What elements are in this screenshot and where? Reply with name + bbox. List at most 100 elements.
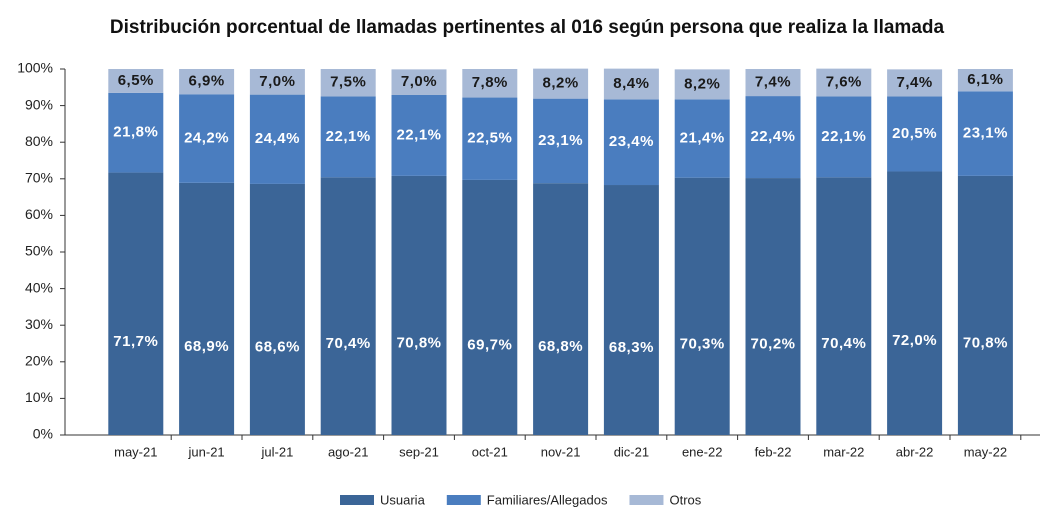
legend-label: Usuaria (380, 492, 426, 507)
value-label: 22,1% (396, 126, 441, 143)
bar-segment (108, 92, 164, 173)
value-label: 7,4% (755, 74, 791, 91)
value-label: 22,1% (326, 128, 371, 145)
value-label: 22,5% (467, 130, 512, 147)
x-tick-label: ene-22 (682, 444, 722, 459)
value-label: 68,6% (255, 338, 300, 355)
bar-segment (816, 68, 872, 97)
value-label: 6,5% (118, 72, 154, 89)
y-tick-label: 90% (25, 96, 53, 112)
value-label: 70,4% (821, 335, 866, 352)
y-tick-label: 60% (25, 206, 53, 222)
value-label: 68,3% (609, 339, 654, 356)
x-tick-label: nov-21 (541, 444, 581, 459)
bar-segment (108, 172, 164, 435)
x-tick-label: sep-21 (399, 444, 439, 459)
bar-segment (887, 96, 943, 172)
bar-segment (603, 68, 659, 100)
bar-segment (816, 177, 872, 435)
bar-segment (462, 69, 518, 98)
y-tick-label: 30% (25, 316, 53, 332)
value-label: 72,0% (892, 332, 937, 349)
bar-segment (391, 175, 447, 435)
value-label: 21,4% (680, 130, 725, 147)
bar-segment (887, 171, 943, 436)
value-label: 23,1% (963, 125, 1008, 142)
bar-segment (533, 183, 589, 435)
bar-segment (391, 69, 447, 95)
x-tick-label: ago-21 (328, 444, 368, 459)
value-label: 68,8% (538, 338, 583, 355)
bar-segment (249, 69, 305, 95)
x-tick-label: mar-22 (823, 444, 864, 459)
value-label: 8,4% (613, 75, 649, 92)
x-tick-label: oct-21 (472, 444, 508, 459)
value-label: 23,1% (538, 132, 583, 149)
bar-segment (887, 69, 943, 97)
x-tick-label: may-22 (964, 444, 1007, 459)
value-label: 8,2% (542, 75, 578, 92)
value-label: 22,1% (821, 128, 866, 145)
value-label: 20,5% (892, 125, 937, 142)
bar-segment (108, 69, 164, 93)
value-label: 70,8% (963, 334, 1008, 351)
chart-title: Distribución porcentual de llamadas pert… (110, 17, 945, 38)
bar-segment (462, 179, 518, 435)
x-tick-label: jun-21 (188, 444, 225, 459)
value-label: 24,4% (255, 130, 300, 147)
value-label: 24,2% (184, 130, 229, 147)
bar-segment (674, 177, 730, 435)
bar-segment (533, 68, 589, 99)
bar-segment (249, 183, 305, 435)
y-tick-label: 50% (25, 243, 53, 259)
bar-segment (674, 69, 730, 100)
bar-segment (179, 69, 235, 95)
bar-segment (745, 96, 801, 179)
bar-segment (320, 96, 376, 178)
value-label: 69,7% (467, 336, 512, 353)
legend-label: Familiares/Allegados (487, 492, 608, 507)
value-label: 23,4% (609, 133, 654, 150)
value-label: 7,0% (401, 73, 437, 90)
value-label: 68,9% (184, 338, 229, 355)
bar-segment (533, 98, 589, 184)
bar-segment (179, 182, 235, 435)
value-label: 22,4% (750, 128, 795, 145)
x-tick-label: feb-22 (755, 444, 792, 459)
bar-segment (320, 69, 376, 97)
value-label: 7,4% (896, 74, 932, 91)
bar-segment (957, 91, 1013, 176)
value-label: 70,3% (680, 335, 725, 352)
legend-swatch (340, 495, 374, 505)
legend-swatch (629, 495, 664, 505)
value-label: 70,4% (326, 335, 371, 352)
value-label: 6,9% (188, 73, 224, 90)
bar-segment (179, 94, 235, 183)
bar-segment (249, 94, 305, 184)
value-label: 70,2% (750, 336, 795, 353)
bar-segment (603, 185, 659, 435)
bar-segment (320, 177, 376, 435)
value-label: 8,2% (684, 75, 720, 92)
bar-segment (674, 99, 730, 178)
bar-segment (957, 69, 1013, 92)
value-label: 7,6% (826, 74, 862, 91)
value-label: 7,5% (330, 74, 366, 91)
legend-label: Otros (669, 492, 701, 507)
value-label: 21,8% (113, 124, 158, 141)
value-label: 70,8% (396, 334, 441, 351)
x-tick-label: dic-21 (614, 444, 649, 459)
bar-segment (745, 178, 801, 435)
x-tick-label: abr-22 (896, 444, 934, 459)
bar-segment (391, 94, 447, 176)
y-tick-label: 20% (25, 353, 53, 369)
value-label: 71,7% (113, 333, 158, 350)
bar-segment (816, 96, 872, 178)
y-tick-label: 10% (25, 389, 53, 405)
y-tick-label: 70% (25, 170, 53, 186)
legend-swatch (446, 495, 481, 505)
y-tick-label: 40% (25, 279, 53, 295)
bar-segment (603, 99, 659, 186)
y-tick-label: 100% (17, 60, 53, 76)
